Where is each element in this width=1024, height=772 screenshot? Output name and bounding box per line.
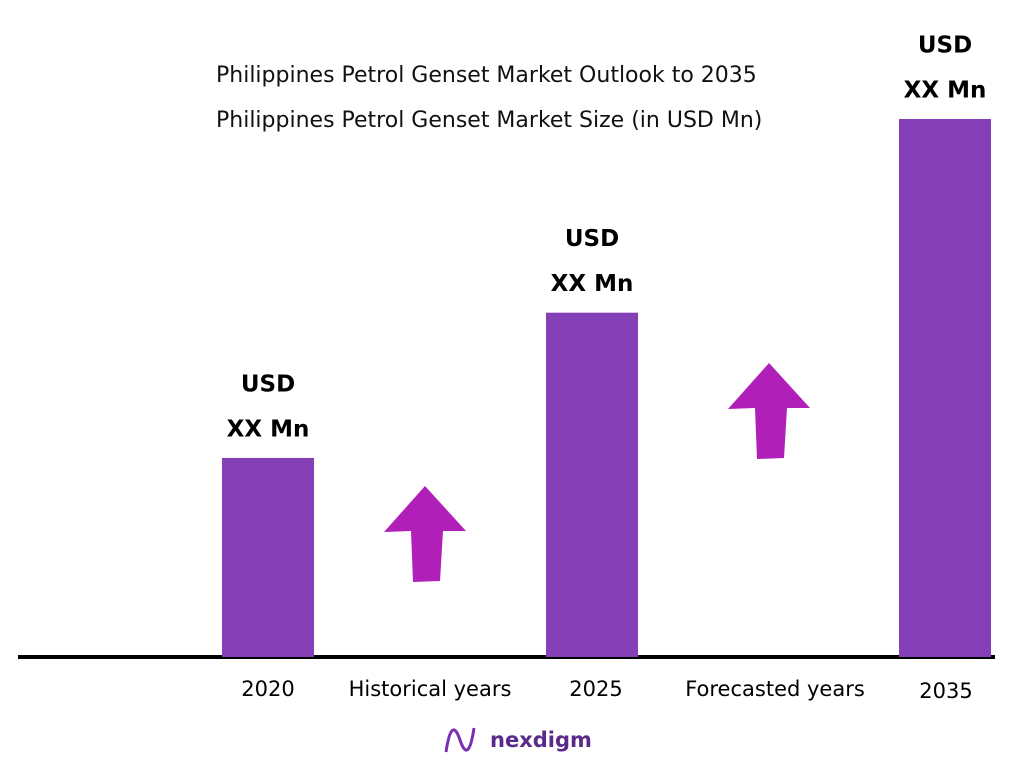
- period-label: Historical years: [349, 677, 512, 701]
- arrow: [728, 363, 810, 459]
- period-label: Forecasted years: [685, 677, 865, 701]
- chart-subtitle: Philippines Petrol Genset Market Size (i…: [216, 108, 762, 133]
- x-tick-label: 2035: [919, 679, 972, 703]
- arrow: [384, 486, 466, 582]
- x-tick-label: 2020: [241, 677, 294, 701]
- chart-title: Philippines Petrol Genset Market Outlook…: [216, 63, 757, 88]
- x-tick-label: 2025: [569, 677, 622, 701]
- bar-label: USD: [241, 371, 295, 397]
- bar-label: XX Mn: [904, 78, 987, 104]
- bar-label: XX Mn: [551, 271, 634, 297]
- bar-label: XX Mn: [227, 416, 310, 442]
- bar: [222, 457, 314, 657]
- bar: [899, 119, 991, 657]
- bar-label: USD: [918, 33, 972, 59]
- logo-text: nexdigm: [490, 728, 592, 752]
- logo: nexdigm: [444, 727, 592, 753]
- bar: [546, 312, 638, 657]
- bar-label: USD: [565, 226, 619, 252]
- logo-icon: [444, 727, 476, 753]
